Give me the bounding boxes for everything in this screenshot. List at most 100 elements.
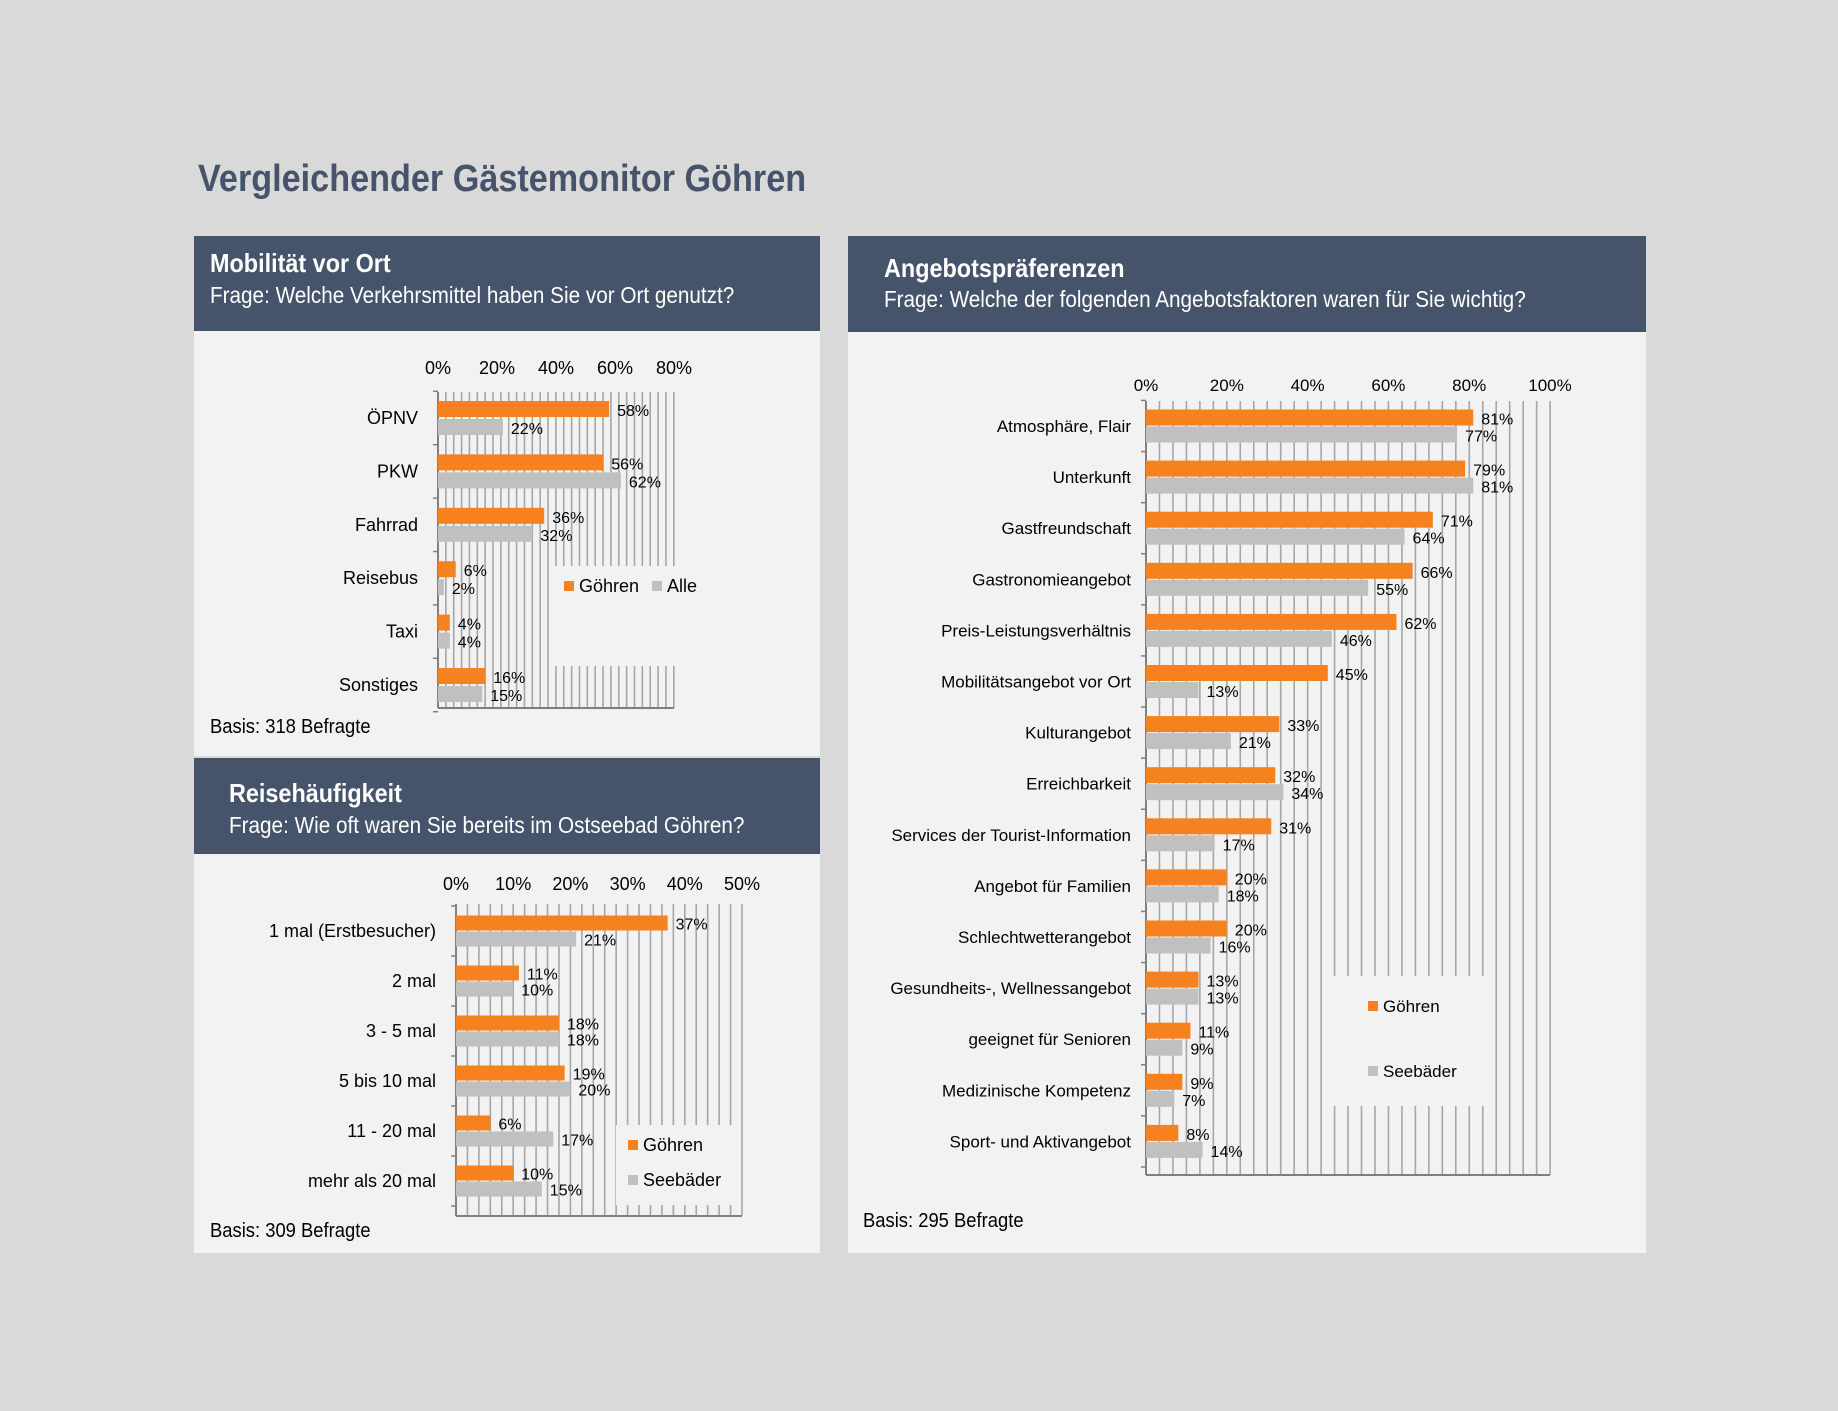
data-label: 7%: [1182, 1093, 1205, 1110]
x-tick-label: 40%: [538, 358, 574, 378]
bar-primary: [1146, 818, 1272, 835]
data-label: 45%: [1336, 667, 1368, 684]
panel-question-mobilitaet: Frage: Welche Verkehrsmittel haben Sie v…: [210, 282, 735, 308]
data-label: 46%: [1340, 633, 1372, 650]
category-label: Gesundheits-, Wellnessangebot: [890, 979, 1131, 998]
data-label: 58%: [617, 403, 649, 420]
bar-primary: [1146, 767, 1276, 784]
x-tick-label: 10%: [495, 874, 531, 894]
panel-title-mobilitaet: Mobilität vor Ort: [210, 248, 391, 278]
x-tick-label: 40%: [667, 874, 703, 894]
bar-comparison: [1146, 477, 1474, 494]
data-label: 66%: [1421, 565, 1453, 582]
x-tick-label: 60%: [597, 358, 633, 378]
data-label: 33%: [1287, 718, 1319, 735]
data-label: 11%: [527, 967, 558, 984]
data-label: 64%: [1413, 531, 1445, 548]
data-label: 79%: [1473, 463, 1505, 480]
category-label: 1 mal (Erstbesucher): [269, 921, 436, 941]
bar-primary: [1146, 665, 1328, 681]
bar-comparison: [456, 1131, 554, 1147]
legend-box: [554, 566, 704, 666]
category-label: Kulturangebot: [1025, 724, 1131, 743]
bar-comparison: [456, 1031, 559, 1047]
category-label: Erreichbarkeit: [1026, 775, 1131, 794]
x-tick-label: 30%: [610, 874, 646, 894]
data-label: 10%: [521, 1167, 553, 1184]
bar-primary: [456, 915, 668, 931]
bar-comparison: [456, 1081, 571, 1097]
data-label: 13%: [1207, 684, 1239, 701]
bar-comparison: [438, 686, 483, 702]
bar-comparison: [1146, 988, 1199, 1005]
category-label: Gastronomieangebot: [972, 570, 1131, 589]
category-label: mehr als 20 mal: [308, 1171, 436, 1191]
data-label: 2%: [452, 581, 475, 598]
category-label: Schlechtwetterangebot: [958, 928, 1131, 947]
bar-primary: [438, 507, 545, 524]
bar-comparison: [438, 579, 444, 596]
data-label: 81%: [1481, 412, 1513, 429]
chart-reise: 0% 10% 20% 30% 40% 50% Göhren Seebäder 1 mal (Er…: [269, 874, 760, 1217]
legend-swatch-1: [652, 581, 662, 591]
panel-question-reise: Frage: Wie oft waren Sie bereits im Osts…: [229, 812, 745, 838]
x-tick-label: 100%: [1528, 376, 1571, 395]
category-label: Unterkunft: [1053, 468, 1132, 487]
panel-title-reise: Reisehäufigkeit: [229, 778, 402, 808]
data-label: 11%: [1198, 1025, 1229, 1042]
data-label: 20%: [1235, 871, 1267, 888]
category-label: Preis-Leistungsverhältnis: [941, 621, 1131, 640]
bar-primary: [438, 561, 456, 578]
bar-primary: [1146, 409, 1474, 426]
data-label: 20%: [578, 1083, 610, 1100]
legend-label-0: Göhren: [579, 576, 639, 596]
bar-comparison: [456, 931, 577, 947]
data-label: 4%: [458, 635, 481, 652]
data-label: 15%: [490, 688, 522, 705]
legend-swatch-0: [628, 1140, 638, 1150]
bar-primary: [1146, 1124, 1179, 1141]
data-label: 56%: [611, 456, 643, 473]
panel-question-angebot: Frage: Welche der folgenden Angebotsfakt…: [884, 286, 1526, 312]
data-label: 18%: [567, 1017, 599, 1034]
data-label: 37%: [676, 917, 708, 934]
x-tick-label: 0%: [425, 358, 451, 378]
bar-comparison: [456, 1181, 542, 1197]
bar-comparison: [1146, 886, 1219, 903]
category-label: 5 bis 10 mal: [339, 1071, 436, 1091]
category-label: Mobilitätsangebot vor Ort: [941, 673, 1131, 692]
data-label: 71%: [1441, 514, 1473, 531]
data-label: 15%: [550, 1183, 582, 1200]
category-label: Taxi: [386, 622, 418, 642]
category-label: Medizinische Kompetenz: [942, 1081, 1131, 1100]
bar-primary: [1146, 716, 1280, 733]
data-label: 55%: [1376, 582, 1408, 599]
legend-swatch-1: [1368, 1066, 1378, 1076]
x-tick-label: 60%: [1371, 376, 1405, 395]
basis-angebot: Basis: 295 Befragte: [863, 1210, 1024, 1232]
bar-primary: [1146, 971, 1199, 988]
category-label: Sonstiges: [339, 675, 418, 695]
category-label: Reisebus: [343, 568, 418, 588]
bar-primary: [456, 1065, 565, 1081]
legend-label-0: Göhren: [1383, 997, 1440, 1016]
data-label: 81%: [1481, 480, 1513, 497]
bar-comparison: [1146, 835, 1215, 852]
x-tick-label: 20%: [552, 874, 588, 894]
data-label: 13%: [1207, 974, 1239, 991]
data-label: 32%: [540, 528, 572, 545]
x-tick-label: 80%: [1452, 376, 1486, 395]
bar-primary: [456, 965, 519, 981]
bar-comparison: [1146, 579, 1369, 596]
data-label: 62%: [1404, 616, 1436, 633]
data-label: 13%: [1207, 991, 1239, 1008]
data-label: 31%: [1279, 820, 1311, 837]
basis-reise: Basis: 309 Befragte: [210, 1220, 371, 1242]
data-label: 9%: [1190, 1076, 1213, 1093]
bar-primary: [1146, 460, 1466, 477]
bar-comparison: [1146, 937, 1211, 954]
data-label: 16%: [493, 670, 525, 687]
bar-primary: [438, 401, 610, 417]
bar-comparison: [1146, 682, 1199, 698]
x-tick-label: 40%: [1291, 376, 1325, 395]
